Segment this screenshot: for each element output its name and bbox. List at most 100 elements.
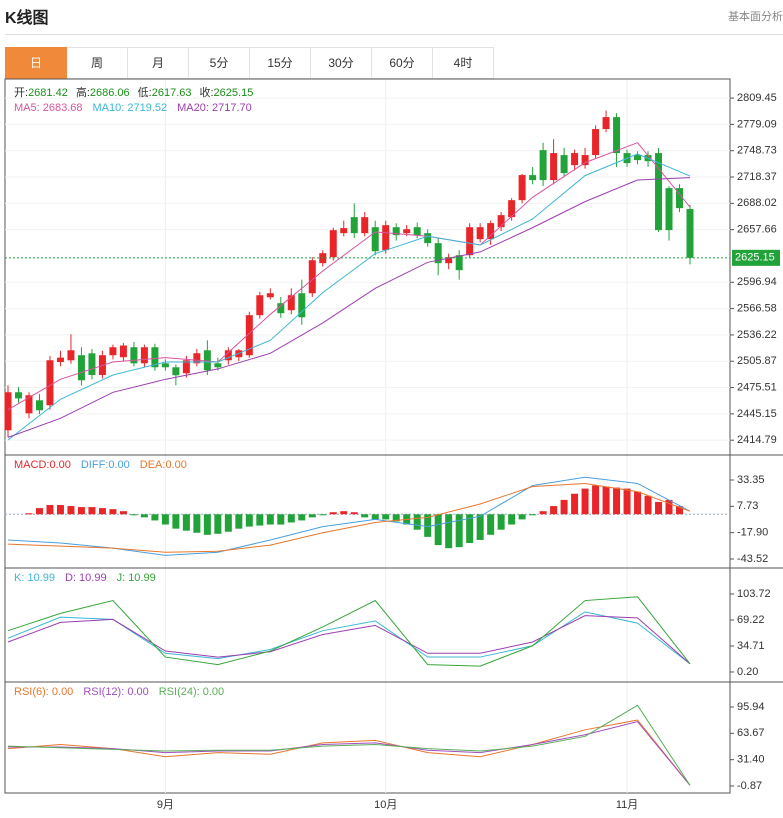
- indicator-line: [7, 719, 691, 786]
- indicator-line: [7, 596, 691, 667]
- candle-body: [466, 227, 474, 256]
- candle-body: [298, 293, 306, 318]
- histogram-bar: [277, 514, 285, 525]
- histogram-bar: [382, 514, 390, 520]
- histogram-bar: [340, 511, 348, 515]
- candle-body: [508, 200, 516, 218]
- legend-text: D: 10.99: [65, 572, 107, 584]
- histogram-bar: [119, 511, 127, 515]
- candle-body: [25, 395, 33, 414]
- histogram-bar: [497, 514, 505, 530]
- y-tick-label: 95.94: [737, 701, 765, 713]
- candle-body: [109, 347, 117, 356]
- legend-text: DIFF:0.00: [81, 459, 130, 471]
- y-tick-label: -17.90: [737, 527, 768, 539]
- candle-body: [172, 367, 180, 376]
- candle-body: [497, 215, 505, 228]
- tab-bar: 日周月 5分 15分 30分 60分 4时: [5, 47, 494, 79]
- x-tick-label: 10月: [374, 799, 397, 811]
- histogram-bar: [424, 514, 432, 537]
- period-tab[interactable]: 日: [5, 47, 67, 79]
- histogram-bar: [623, 488, 631, 515]
- histogram-bar: [182, 514, 190, 531]
- fundamental-link[interactable]: 基本面分析: [728, 11, 783, 23]
- info-label: 开:: [14, 87, 28, 99]
- histogram-bar: [256, 514, 264, 526]
- candle-body: [487, 223, 495, 240]
- candle-body: [550, 153, 558, 181]
- histogram-bar: [434, 514, 442, 546]
- indicator-line: [7, 476, 691, 556]
- y-tick-label: 2566.58: [737, 303, 777, 315]
- histogram-bar: [224, 514, 232, 532]
- candle-body: [277, 303, 285, 314]
- info-value: 2686.06: [90, 87, 130, 99]
- candle-body: [203, 350, 211, 371]
- histogram-bar: [560, 499, 568, 515]
- candle-body: [560, 155, 568, 174]
- y-tick-label: 2475.51: [737, 381, 777, 393]
- y-tick-label: 63.67: [737, 727, 765, 739]
- histogram-bar: [613, 487, 621, 515]
- histogram-bar: [413, 514, 421, 530]
- info-label: 收:: [199, 85, 213, 99]
- histogram-bar: [98, 508, 106, 515]
- info-value: 2625.15: [214, 87, 254, 99]
- candle-body: [161, 363, 169, 368]
- histogram-bar: [634, 491, 642, 515]
- info-value: 2617.63: [152, 87, 192, 99]
- plot-frame: [4, 78, 731, 794]
- y-tick-label: 33.35: [737, 474, 765, 486]
- last-price-label: 2625.15: [735, 252, 775, 264]
- candle-body: [518, 175, 526, 201]
- candle-body: [350, 217, 358, 234]
- histogram-bar: [592, 485, 600, 515]
- histogram-bar: [130, 514, 138, 516]
- histogram-bar: [644, 495, 652, 515]
- candle-body: [445, 257, 453, 264]
- histogram-bar: [266, 514, 274, 525]
- histogram-bar: [655, 501, 663, 515]
- histogram-bar: [46, 505, 54, 515]
- histogram-bar: [487, 514, 495, 535]
- legend-text: MA5: 2683.68: [14, 102, 83, 114]
- histogram-bar: [602, 486, 610, 515]
- histogram-bar: [508, 514, 516, 525]
- legend-text: RSI(12): 0.00: [83, 686, 148, 698]
- histogram-bar: [88, 507, 96, 515]
- candle-body: [655, 153, 663, 231]
- indicator-line: [7, 482, 691, 553]
- histogram-bar: [476, 514, 484, 540]
- candle-body: [424, 233, 432, 244]
- indicator-line: [7, 153, 691, 441]
- y-tick-label: 103.72: [737, 588, 771, 600]
- histogram-bar: [529, 514, 537, 516]
- candle-body: [602, 117, 610, 130]
- indicator-line: [8, 721, 691, 786]
- candle-body: [434, 243, 442, 264]
- histogram-bar: [665, 499, 673, 515]
- legend-text: MA10: 2719.52: [93, 102, 168, 114]
- histogram-bar: [455, 514, 463, 548]
- y-tick-label: 0.20: [737, 666, 758, 678]
- histogram-bar: [172, 514, 180, 529]
- legend-text: RSI(6): 0.00: [14, 686, 73, 698]
- indicator-line: [7, 142, 691, 411]
- candle-body: [592, 129, 600, 156]
- legend-text: J: 10.99: [117, 572, 156, 584]
- y-tick-label: 2657.66: [737, 224, 777, 236]
- histogram-bar: [245, 514, 253, 527]
- page-title: K线图: [5, 10, 49, 27]
- candle-body: [46, 360, 54, 406]
- candle-body: [329, 230, 337, 258]
- histogram-bar: [329, 512, 337, 515]
- candle-body: [361, 217, 369, 234]
- candle-body: [266, 293, 274, 298]
- x-tick-label: 11月: [616, 799, 638, 811]
- histogram-bar: [151, 514, 159, 521]
- y-tick-label: 2414.79: [737, 434, 777, 446]
- histogram-bar: [203, 514, 211, 535]
- candle-body: [403, 229, 411, 234]
- histogram-bar: [140, 514, 148, 518]
